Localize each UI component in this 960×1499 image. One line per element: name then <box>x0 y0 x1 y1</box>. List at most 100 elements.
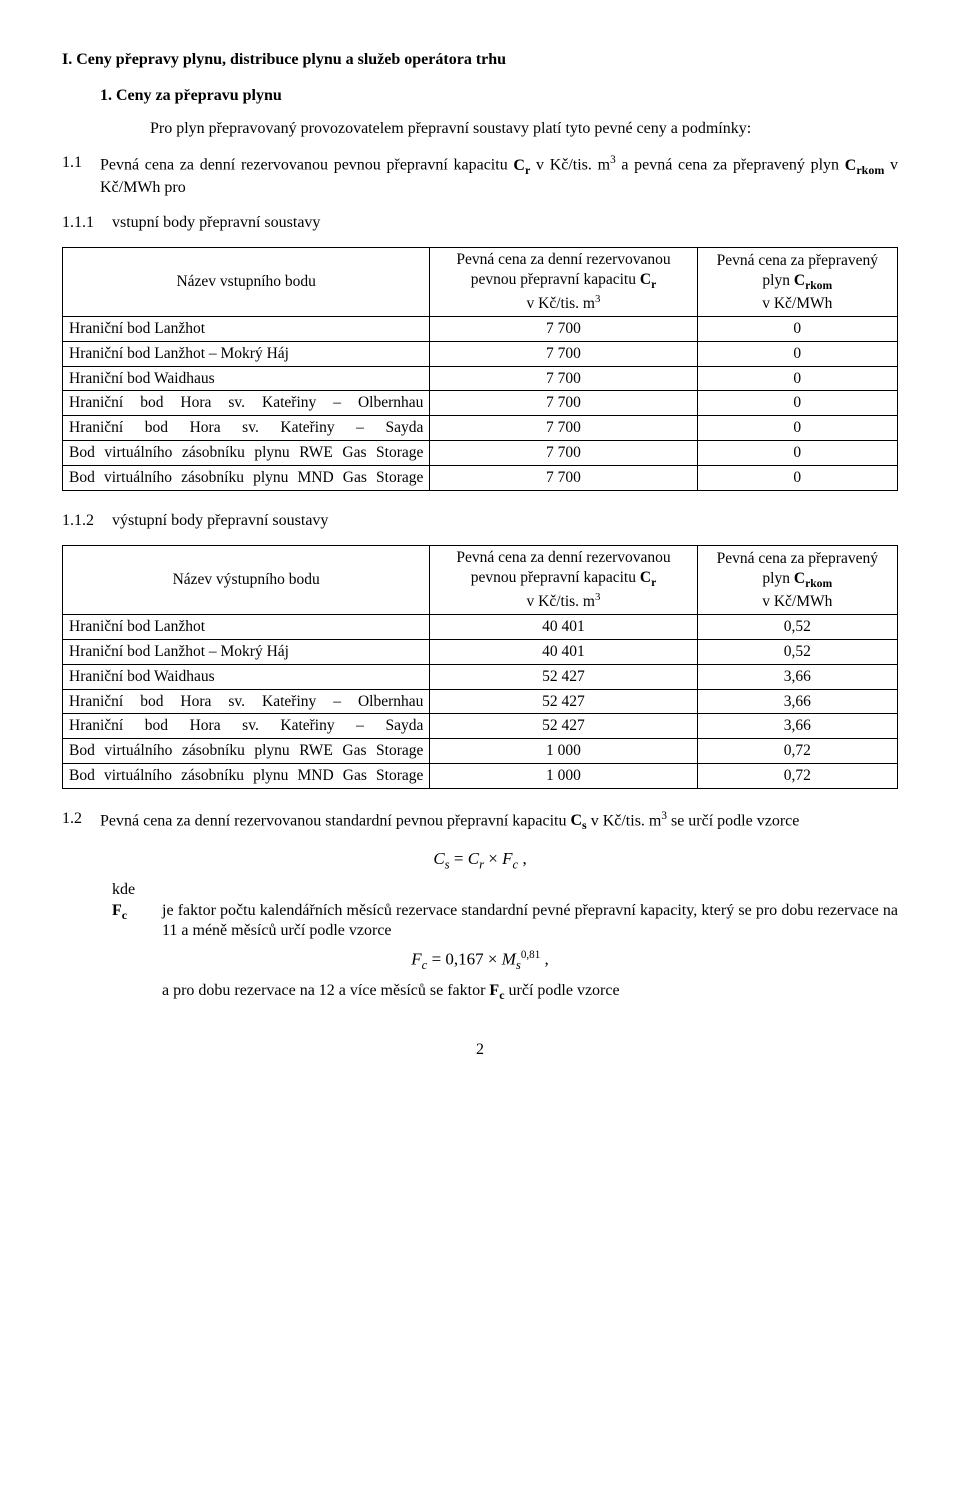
definition-text: je faktor počtu kalendářních měsíců reze… <box>162 901 898 942</box>
symbol-c: C <box>794 570 805 587</box>
text-run: Pevná cena za denní rezervovanou pevnou … <box>100 157 513 174</box>
text-run: Pevná cena za denní rezervovanou standar… <box>100 812 570 829</box>
cell-gas-price: 0,52 <box>697 615 897 640</box>
text-run: Pevná cena za přepravený <box>717 550 878 567</box>
th-price-capacity: Pevná cena za denní rezervovanou pevnou … <box>430 546 697 615</box>
table-row: Hraniční bod Hora sv. Kateřiny – Olbernh… <box>63 391 898 416</box>
table-row: Hraniční bod Lanžhot40 4010,52 <box>63 615 898 640</box>
cell-capacity-price: 1 000 <box>430 739 697 764</box>
cell-name: Hraniční bod Lanžhot – Mokrý Háj <box>63 639 430 664</box>
subscript-r: r <box>651 576 656 589</box>
cell-gas-price: 0 <box>697 465 897 490</box>
after-formula-text: a pro dobu rezervace na 12 a více měsíců… <box>162 981 898 1004</box>
cell-name: Hraniční bod Lanžhot – Mokrý Háj <box>63 341 430 366</box>
cell-name: Hraniční bod Hora sv. Kateřiny – Olbernh… <box>63 391 430 416</box>
table-row: Název vstupního bodu Pevná cena za denní… <box>63 248 898 317</box>
table-row: Hraniční bod Waidhaus7 7000 <box>63 366 898 391</box>
para-1-1-1: 1.1.1 vstupní body přepravní soustavy <box>62 213 898 233</box>
cell-capacity-price: 7 700 <box>430 391 697 416</box>
superscript-3: 3 <box>595 293 600 305</box>
text-run: plyn <box>762 570 793 587</box>
para-1-1-1-text: vstupní body přepravní soustavy <box>112 213 898 233</box>
formula-cs: Cs = Cr × Fc , <box>62 848 898 873</box>
text-run: pevnou přepravní kapacitu <box>471 569 640 586</box>
cell-name: Hraniční bod Waidhaus <box>63 366 430 391</box>
cell-name: Hraniční bod Hora sv. Kateřiny – Sayda <box>63 714 430 739</box>
cell-gas-price: 0 <box>697 391 897 416</box>
cell-capacity-price: 7 700 <box>430 465 697 490</box>
symbol-c: C <box>640 569 651 586</box>
text-run: v Kč/tis. m <box>587 812 662 829</box>
para-1-1-text: Pevná cena za denní rezervovanou pevnou … <box>100 153 898 198</box>
para-1-2-label: 1.2 <box>62 809 100 834</box>
table-row: Bod virtuálního zásobníku plynu MND Gas … <box>63 465 898 490</box>
table-row: Hraniční bod Hora sv. Kateřiny – Sayda52… <box>63 714 898 739</box>
table-row: Hraniční bod Lanžhot – Mokrý Háj7 7000 <box>63 341 898 366</box>
para-1-1-2-text: výstupní body přepravní soustavy <box>112 511 898 531</box>
table-row: Hraniční bod Hora sv. Kateřiny – Sayda7 … <box>63 416 898 441</box>
para-1-1-2-label: 1.1.2 <box>62 511 112 531</box>
cell-name: Hraniční bod Waidhaus <box>63 664 430 689</box>
cell-name: Bod virtuálního zásobníku plynu MND Gas … <box>63 764 430 789</box>
symbol-c: C <box>640 271 651 288</box>
para-1-2: 1.2 Pevná cena za denní rezervovanou sta… <box>62 809 898 834</box>
table-output-points: Název výstupního bodu Pevná cena za denn… <box>62 545 898 789</box>
text-run: pevnou přepravní kapacitu <box>471 271 640 288</box>
para-1-1: 1.1 Pevná cena za denní rezervovanou pev… <box>62 153 898 198</box>
cell-capacity-price: 7 700 <box>430 441 697 466</box>
table-row: Hraniční bod Lanžhot7 7000 <box>63 317 898 342</box>
cell-capacity-price: 7 700 <box>430 341 697 366</box>
text-run: v Kč/MWh <box>762 593 832 610</box>
para-1-2-text: Pevná cena za denní rezervovanou standar… <box>100 809 898 834</box>
cell-name: Hraniční bod Lanžhot <box>63 615 430 640</box>
equals: = <box>450 849 468 868</box>
times: × <box>484 849 502 868</box>
cell-capacity-price: 1 000 <box>430 764 697 789</box>
cell-gas-price: 3,66 <box>697 689 897 714</box>
subscript-rkom: rkom <box>805 279 832 292</box>
cell-gas-price: 0 <box>697 416 897 441</box>
table-row: Bod virtuálního zásobníku plynu RWE Gas … <box>63 441 898 466</box>
text-run: Pevná cena za denní rezervovanou <box>456 549 670 566</box>
cell-capacity-price: 40 401 <box>430 615 697 640</box>
table-row: Bod virtuálního zásobníku plynu RWE Gas … <box>63 739 898 764</box>
cell-capacity-price: 40 401 <box>430 639 697 664</box>
table-row: Hraniční bod Waidhaus52 4273,66 <box>63 664 898 689</box>
th-name: Název výstupního bodu <box>63 546 430 615</box>
var-c: C <box>468 849 479 868</box>
symbol-c: C <box>845 157 857 174</box>
var-m: M <box>502 949 516 968</box>
text-run: Pevná cena za denní rezervovanou <box>456 251 670 268</box>
text-run: Pevná cena za přepravený <box>717 252 878 269</box>
var-c: C <box>433 849 444 868</box>
page-number: 2 <box>62 1040 898 1060</box>
text-run: určí podle vzorce <box>505 982 620 999</box>
definition-row: Fc je faktor počtu kalendářních měsíců r… <box>112 901 898 942</box>
th-price-gas: Pevná cena za přepravený plyn Crkom v Kč… <box>697 248 897 317</box>
th-price-capacity: Pevná cena za denní rezervovanou pevnou … <box>430 248 697 317</box>
th-price-gas: Pevná cena za přepravený plyn Crkom v Kč… <box>697 546 897 615</box>
var-f: F <box>502 849 512 868</box>
var-f: F <box>112 902 122 919</box>
subscript-rkom: rkom <box>856 163 884 177</box>
definition-symbol: Fc <box>112 901 162 942</box>
text-run: v Kč/tis. m <box>530 157 610 174</box>
cell-name: Hraniční bod Hora sv. Kateřiny – Sayda <box>63 416 430 441</box>
cell-capacity-price: 7 700 <box>430 366 697 391</box>
para-1-1-2: 1.1.2 výstupní body přepravní soustavy <box>62 511 898 531</box>
cell-name: Hraniční bod Hora sv. Kateřiny – Olbernh… <box>63 689 430 714</box>
definitions-block: kde Fc je faktor počtu kalendářních měsí… <box>112 880 898 941</box>
symbol-c: C <box>794 272 805 289</box>
text-run: a pevná cena za přepravený plyn <box>616 157 845 174</box>
cell-name: Bod virtuálního zásobníku plynu RWE Gas … <box>63 739 430 764</box>
cell-gas-price: 0 <box>697 366 897 391</box>
cell-gas-price: 0,72 <box>697 764 897 789</box>
cell-name: Bod virtuálního zásobníku plynu MND Gas … <box>63 465 430 490</box>
cell-capacity-price: 52 427 <box>430 689 697 714</box>
cell-name: Bod virtuálního zásobníku plynu RWE Gas … <box>63 441 430 466</box>
symbol-c: C <box>513 157 525 174</box>
cell-gas-price: 0 <box>697 441 897 466</box>
table-row: Hraniční bod Hora sv. Kateřiny – Olbernh… <box>63 689 898 714</box>
equals-const: = 0,167 × <box>427 949 501 968</box>
exponent: 0,81 <box>521 949 540 961</box>
